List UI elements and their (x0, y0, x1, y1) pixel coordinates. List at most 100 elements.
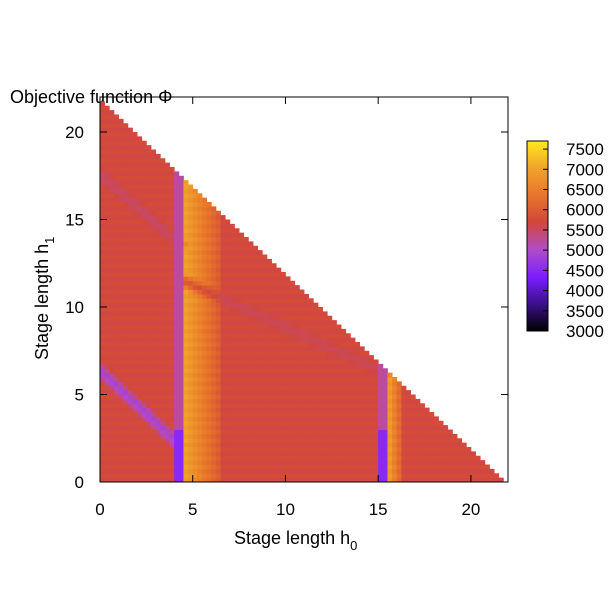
heatmap-cell (151, 202, 157, 207)
heatmap-cell (290, 460, 296, 465)
heatmap-cell (155, 342, 161, 347)
heatmap-cell (327, 412, 333, 417)
heatmap-cell (118, 132, 124, 137)
heatmap-cell (132, 337, 138, 343)
heatmap-cell (178, 451, 184, 457)
heatmap-cell (202, 328, 208, 334)
heatmap-cell (183, 398, 189, 404)
heatmap-cell (355, 350, 361, 356)
heatmap-cell (160, 420, 166, 426)
heatmap-cell (169, 447, 175, 452)
heatmap-cell (271, 416, 277, 422)
heatmap-cell (253, 342, 259, 347)
heatmap-cell (160, 158, 166, 164)
heatmap-cell (132, 280, 138, 286)
heatmap-cell (382, 433, 388, 439)
heatmap-cell (266, 302, 272, 308)
heatmap-cell (151, 425, 157, 430)
heatmap-cell (229, 228, 235, 234)
heatmap-cell (368, 460, 374, 465)
heatmap-cell (290, 381, 296, 387)
heatmap-cell (169, 412, 175, 417)
heatmap-cell (266, 438, 272, 444)
heatmap-cell (220, 298, 226, 304)
heatmap-cell (406, 394, 412, 400)
heatmap-cell (345, 468, 351, 474)
heatmap-cell (350, 460, 356, 465)
heatmap-cell (280, 359, 286, 365)
heatmap-cell (266, 258, 272, 264)
heatmap-cell (299, 315, 305, 321)
heatmap-cell (401, 407, 407, 413)
heatmap-cell (155, 447, 161, 452)
heatmap-cell (141, 215, 147, 220)
heatmap-cell (174, 412, 180, 417)
heatmap-cell (317, 477, 323, 483)
heatmap-cell (410, 420, 416, 426)
heatmap-cell (127, 433, 133, 439)
heatmap-cell (123, 429, 129, 435)
heatmap-cell (248, 254, 254, 260)
heatmap-cell (239, 460, 245, 465)
heatmap-cell (387, 372, 393, 378)
heatmap-cell (192, 245, 198, 251)
heatmap-cell (229, 468, 235, 474)
heatmap-cell (248, 250, 254, 255)
heatmap-cell (137, 158, 143, 164)
heatmap-cell (406, 425, 412, 430)
heatmap-cell (178, 447, 184, 452)
heatmap-cell (234, 311, 240, 317)
heatmap-cell (100, 442, 106, 448)
heatmap-cell (127, 153, 133, 159)
heatmap-cell (178, 337, 184, 343)
heatmap-cell (137, 140, 143, 146)
heatmap-cell (243, 350, 249, 356)
heatmap-cell (410, 455, 416, 461)
heatmap-cell (215, 346, 221, 352)
heatmap-cell (174, 293, 180, 299)
heatmap-cell (141, 455, 147, 461)
heatmap-cell (183, 250, 189, 255)
heatmap-cell (113, 350, 119, 356)
heatmap-cell (225, 416, 231, 422)
heatmap-cell (299, 346, 305, 352)
heatmap-cell (178, 267, 184, 273)
heatmap-cell (127, 132, 133, 137)
heatmap-cell (188, 276, 194, 282)
heatmap-cell (229, 394, 235, 400)
heatmap-cell (155, 315, 161, 321)
heatmap-cell (350, 468, 356, 474)
heatmap-cell (271, 328, 277, 334)
heatmap-cell (155, 464, 161, 470)
heatmap-cell (215, 407, 221, 413)
heatmap-cell (433, 420, 439, 426)
heatmap-cell (109, 377, 115, 382)
heatmap-cell (392, 381, 398, 387)
heatmap-cell (137, 429, 143, 435)
heatmap-cell (118, 381, 124, 387)
heatmap-cell (211, 342, 217, 347)
heatmap-cell (373, 464, 379, 470)
heatmap-cell (155, 184, 161, 190)
heatmap-cell (211, 416, 217, 422)
heatmap-cell (169, 263, 175, 269)
heatmap-cell (141, 438, 147, 444)
heatmap-cell (248, 346, 254, 352)
heatmap-cell (290, 385, 296, 391)
heatmap-cell (137, 442, 143, 448)
heatmap-cell (146, 258, 152, 264)
heatmap-cell (123, 416, 129, 422)
heatmap-cell (188, 363, 194, 369)
heatmap-cell (160, 311, 166, 317)
heatmap-cell (178, 412, 184, 417)
heatmap-cell (336, 377, 342, 382)
heatmap-cell (151, 206, 157, 212)
heatmap-cell (229, 267, 235, 273)
heatmap-cell (155, 210, 161, 216)
heatmap-cell (197, 223, 203, 229)
heatmap-cell (239, 447, 245, 452)
heatmap-cell (355, 416, 361, 422)
heatmap-cell (313, 442, 319, 448)
heatmap-cell (234, 425, 240, 430)
heatmap-cell (118, 425, 124, 430)
